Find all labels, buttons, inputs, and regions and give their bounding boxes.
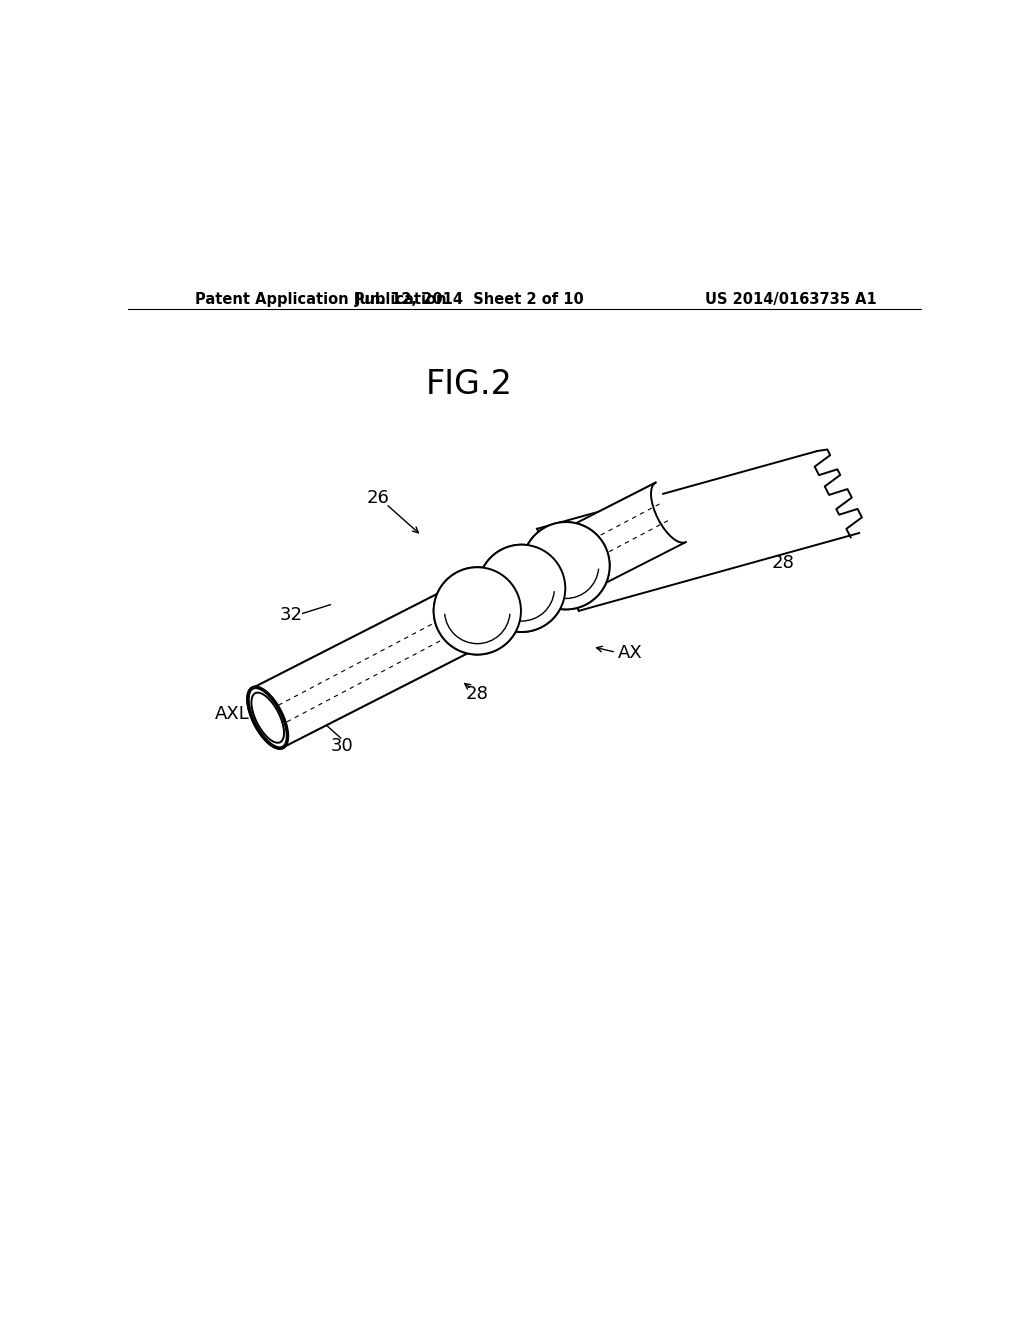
Ellipse shape (248, 688, 288, 748)
Text: 28: 28 (771, 554, 795, 573)
Ellipse shape (433, 568, 521, 655)
Polygon shape (537, 451, 859, 611)
Ellipse shape (248, 688, 288, 748)
Ellipse shape (433, 568, 521, 655)
Ellipse shape (522, 523, 609, 610)
Text: AX: AX (617, 644, 642, 663)
Polygon shape (253, 483, 686, 747)
Ellipse shape (522, 523, 609, 610)
Ellipse shape (478, 545, 565, 632)
Text: 26: 26 (367, 490, 389, 507)
Text: US 2014/0163735 A1: US 2014/0163735 A1 (705, 293, 877, 308)
Text: 32: 32 (280, 606, 302, 624)
Polygon shape (253, 483, 686, 747)
Text: Jun. 12, 2014  Sheet 2 of 10: Jun. 12, 2014 Sheet 2 of 10 (354, 293, 584, 308)
Text: FIG.2: FIG.2 (426, 368, 513, 401)
Text: 28: 28 (466, 685, 488, 704)
Text: AXL: AXL (215, 705, 250, 723)
Ellipse shape (478, 545, 565, 632)
Text: 30: 30 (331, 737, 353, 755)
Text: Patent Application Publication: Patent Application Publication (196, 293, 446, 308)
